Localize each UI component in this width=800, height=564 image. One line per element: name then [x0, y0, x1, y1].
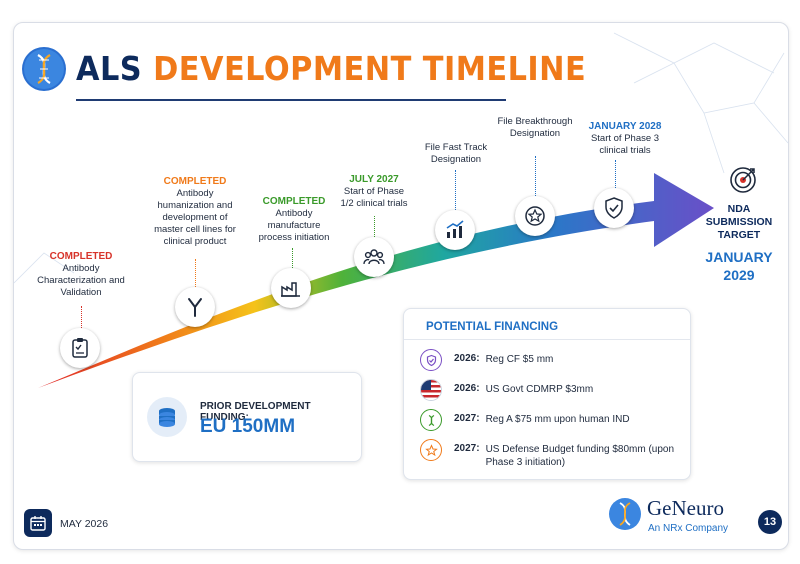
milestone-7-connector [615, 160, 616, 188]
title-underline [76, 99, 506, 101]
milestone-1-marker [60, 328, 100, 368]
financing-title: POTENTIAL FINANCING [426, 321, 559, 333]
title-part-1: ALS [76, 49, 143, 88]
financing-item-2-year: 2026: [454, 383, 480, 394]
milestone-2-marker [175, 287, 215, 327]
dna-icon [420, 409, 442, 431]
milestone-4-marker [354, 237, 394, 277]
shield-check-icon [420, 349, 442, 371]
financing-item-3: 2027: Reg A $75 mm upon human IND [420, 409, 630, 431]
potential-financing-card: POTENTIAL FINANCING 2026: Reg CF $5 mm 20… [403, 308, 691, 480]
coins-stack-icon [147, 397, 187, 437]
milestone-6-text: File Breakthrough Designation [494, 116, 576, 140]
milestone-5-text: File Fast Track Designation [418, 142, 494, 166]
shield-check-icon [605, 197, 623, 219]
milestone-6-marker [515, 196, 555, 236]
financing-item-4-year: 2027: [454, 443, 480, 454]
us-flag-icon [420, 379, 442, 401]
financing-item-3-year: 2027: [454, 413, 480, 424]
milestone-3-connector [292, 248, 293, 268]
milestone-1-text: COMPLETED Antibody Characterization and … [36, 251, 126, 299]
milestone-2-status: COMPLETED [163, 176, 227, 187]
financing-item-4: 2027: US Defense Budget funding $80mm (up… [420, 439, 684, 469]
brain-dna-logo [22, 47, 66, 91]
milestone-2-connector [195, 259, 196, 287]
milestone-2-text: COMPLETED Antibody humanization and deve… [148, 176, 242, 248]
milestone-5-marker [435, 210, 475, 250]
milestone-6-connector [535, 156, 536, 196]
financing-item-3-text: Reg A $75 mm upon human IND [485, 414, 630, 425]
financing-item-1: 2026: Reg CF $5 mm [420, 349, 553, 371]
chart-growth-icon [446, 220, 464, 238]
milestone-7-desc: Start of Phase 3 clinical trials [590, 133, 660, 156]
milestone-7-status: JANUARY 2028 [588, 121, 662, 132]
brand-name: GeNeuro [647, 496, 724, 520]
financing-divider [404, 339, 690, 340]
financing-item-1-year: 2026: [454, 353, 480, 364]
prior-funding-card: PRIOR DEVELOPMENT FUNDING: EU 150MM [132, 372, 362, 462]
brain-dna-logo-small [609, 498, 641, 530]
milestone-3-text: COMPLETED Antibody manufacture process i… [254, 196, 334, 244]
slide: ALS DEVELOPMENT TIMELINE COMPLETED Antib… [13, 22, 789, 550]
calendar-icon [24, 509, 52, 537]
milestone-1-connector [81, 306, 82, 328]
prior-funding-amount: EU 150MM [200, 416, 296, 437]
people-icon [363, 249, 385, 265]
milestone-6-desc: File Breakthrough Designation [497, 116, 573, 139]
star-icon [420, 439, 442, 461]
title-part-2: DEVELOPMENT TIMELINE [153, 49, 587, 88]
nda-target: NDA SUBMISSION TARGET JANUARY 2029 [704, 203, 774, 284]
star-badge-icon [525, 206, 545, 226]
nda-date: JANUARY 2029 [705, 249, 773, 283]
milestone-2-desc: Antibody humanization and development of… [154, 188, 236, 247]
financing-item-4-text: US Defense Budget funding $80mm (upon Ph… [485, 444, 675, 468]
milestone-3-status: COMPLETED [262, 196, 326, 207]
milestone-1-status: COMPLETED [49, 251, 113, 262]
antibody-icon [188, 298, 202, 317]
milestone-3-desc: Antibody manufacture process initiation [258, 208, 330, 243]
footer-date: MAY 2026 [60, 518, 109, 530]
clipboard-check-icon [72, 338, 88, 358]
milestone-7-text: JANUARY 2028 Start of Phase 3 clinical t… [584, 121, 666, 157]
milestone-4-text: JULY 2027 Start of Phase 1/2 clinical tr… [336, 174, 412, 210]
financing-item-2-text: US Govt CDMRP $3mm [485, 384, 594, 395]
milestone-7-marker [594, 188, 634, 228]
nda-label: NDA SUBMISSION TARGET [705, 203, 773, 241]
prior-funding-label: PRIOR DEVELOPMENT FUNDING: [200, 401, 311, 423]
milestone-5-desc: File Fast Track Designation [424, 142, 488, 165]
financing-item-2: 2026: US Govt CDMRP $3mm [420, 379, 593, 401]
neural-network-decoration [14, 32, 788, 284]
milestone-3-marker [271, 268, 311, 308]
milestone-4-connector [374, 216, 375, 237]
page-number: 13 [758, 510, 782, 534]
factory-icon [281, 282, 300, 297]
target-icon [730, 167, 756, 193]
milestone-4-status: JULY 2027 [349, 174, 399, 185]
milestone-1-desc: Antibody Characterization and Validation [37, 263, 125, 298]
milestone-5-connector [455, 170, 456, 210]
milestone-4-desc: Start of Phase 1/2 clinical trials [340, 186, 408, 209]
page-title: ALS DEVELOPMENT TIMELINE [76, 49, 586, 89]
financing-item-1-text: Reg CF $5 mm [485, 354, 554, 365]
brand-subtitle: An NRx Company [648, 523, 729, 534]
